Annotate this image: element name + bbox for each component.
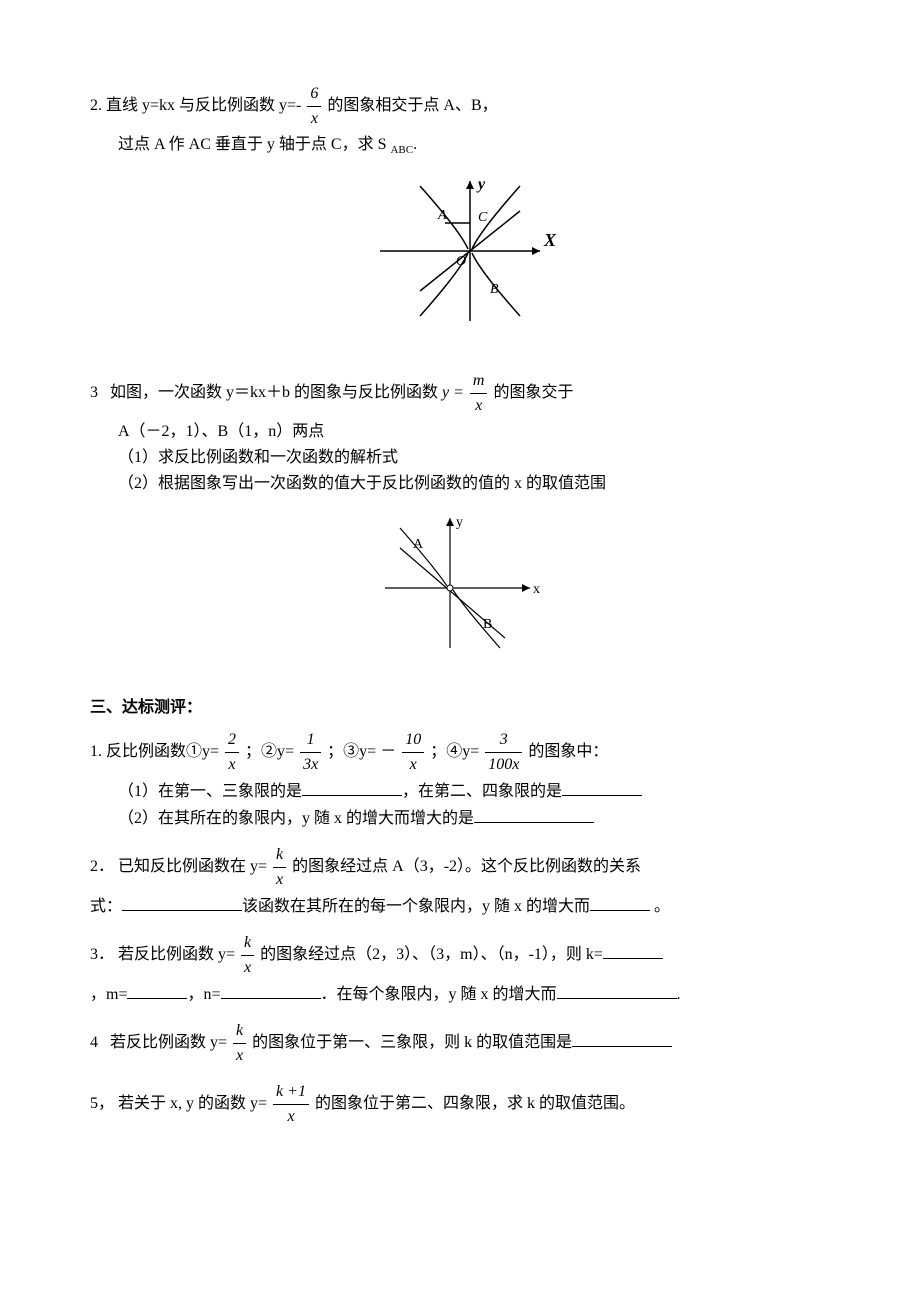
- q2-line2: 式：该函数在其所在的每一个象限内，y 随 x 的增大而 。: [90, 894, 830, 919]
- question-1: 1. 反比例函数①y= 2x ；②y= 13x ；③y= － 10x ；④y= …: [90, 728, 830, 831]
- blank: [572, 1030, 672, 1047]
- fig1-x: X: [543, 230, 557, 250]
- fig2-A: A: [413, 537, 424, 552]
- q1-sub1: （1）在第一、三象限的是，在第二、四象限的是: [90, 779, 830, 804]
- p2-text-c: 过点 A 作 AC 垂直于 y 轴于点 C，求 S: [118, 136, 390, 153]
- p3-text-a: 如图，一次函数 y＝kx＋b 的图象与反比例函数: [110, 384, 442, 401]
- p3-text-b: 的图象交于: [493, 384, 573, 401]
- fig2-y: y: [456, 515, 463, 530]
- q4-line1: 4 若反比例函数 y= kx 的图象位于第一、三象限，则 k 的取值范围是: [90, 1019, 830, 1068]
- blank: [474, 806, 594, 823]
- fig2-B: B: [483, 617, 492, 632]
- q2-line1: 2． 已知反比例函数在 y= kx 的图象经过点 A（3，-2）。这个反比例函数…: [90, 843, 830, 892]
- q3-line1: 3． 若反比例函数 y= kx 的图象经过点（2，3）、（3，m）、（n，-1）…: [90, 931, 830, 980]
- p3-line3: （1）求反比例函数和一次函数的解析式: [90, 446, 830, 470]
- q3-line2: ，m=，n=．在每个象限内，y 随 x 的增大而.: [90, 982, 830, 1007]
- blank: [127, 982, 187, 999]
- fig1-A: A: [437, 208, 447, 223]
- p3-line4: （2）根据图象写出一次函数的值大于反比例函数的值的 x 的取值范围: [90, 472, 830, 496]
- fig1-O: O: [456, 254, 466, 269]
- blank: [122, 894, 242, 911]
- blank: [562, 779, 642, 796]
- blank: [590, 894, 650, 911]
- q1-line1: 1. 反比例函数①y= 2x ；②y= 13x ；③y= － 10x ；④y= …: [90, 728, 830, 777]
- blank: [603, 942, 663, 959]
- p3-line2: A（－2，1）、B（1，n）两点: [90, 420, 830, 444]
- fig1-C: C: [478, 210, 488, 225]
- p3-line1: 3 如图，一次函数 y＝kx＋b 的图象与反比例函数 y = m x 的图象交于: [90, 369, 830, 418]
- figure-1: A C O B y X: [90, 171, 830, 339]
- blank: [221, 982, 321, 999]
- p3-frac: m x: [470, 369, 488, 418]
- blank: [302, 779, 402, 796]
- figure-2-svg: A B y x: [375, 508, 545, 658]
- p2-text-a: 直线 y=kx 与反比例函数 y=-: [106, 97, 301, 114]
- figure-1-svg: A C O B y X: [360, 171, 560, 331]
- p2-sub: ABC: [390, 144, 413, 156]
- problem-3: 3 如图，一次函数 y＝kx＋b 的图象与反比例函数 y = m x 的图象交于…: [90, 369, 830, 496]
- section-3-heading: 三、达标测评：: [90, 696, 830, 720]
- p2-frac: 6 x: [307, 82, 321, 131]
- question-4: 4 若反比例函数 y= kx 的图象位于第一、三象限，则 k 的取值范围是: [90, 1019, 830, 1068]
- question-2: 2． 已知反比例函数在 y= kx 的图象经过点 A（3，-2）。这个反比例函数…: [90, 843, 830, 919]
- question-3: 3． 若反比例函数 y= kx 的图象经过点（2，3）、（3，m）、（n，-1）…: [90, 931, 830, 1007]
- p2-line1: 2. 直线 y=kx 与反比例函数 y=- 6 x 的图象相交于点 A、B，: [90, 82, 830, 131]
- fig2-x: x: [533, 582, 540, 597]
- blank: [557, 982, 677, 999]
- fig1-B: B: [490, 282, 499, 297]
- p2-line2: 过点 A 作 AC 垂直于 y 轴于点 C，求 S ABC.: [90, 133, 830, 159]
- p3-num: 3: [90, 384, 98, 401]
- fig1-y: y: [476, 176, 486, 193]
- p2-num: 2.: [90, 97, 102, 114]
- figure-2: A B y x: [90, 508, 830, 666]
- p2-text-b: 的图象相交于点 A、B，: [327, 97, 497, 114]
- problem-2: 2. 直线 y=kx 与反比例函数 y=- 6 x 的图象相交于点 A、B， 过…: [90, 82, 830, 159]
- q1-sub2: （2）在其所在的象限内，y 随 x 的增大而增大的是: [90, 806, 830, 831]
- q5-line1: 5， 若关于 x, y 的函数 y= k +1x 的图象位于第二、四象限，求 k…: [90, 1080, 830, 1129]
- question-5: 5， 若关于 x, y 的函数 y= k +1x 的图象位于第二、四象限，求 k…: [90, 1080, 830, 1129]
